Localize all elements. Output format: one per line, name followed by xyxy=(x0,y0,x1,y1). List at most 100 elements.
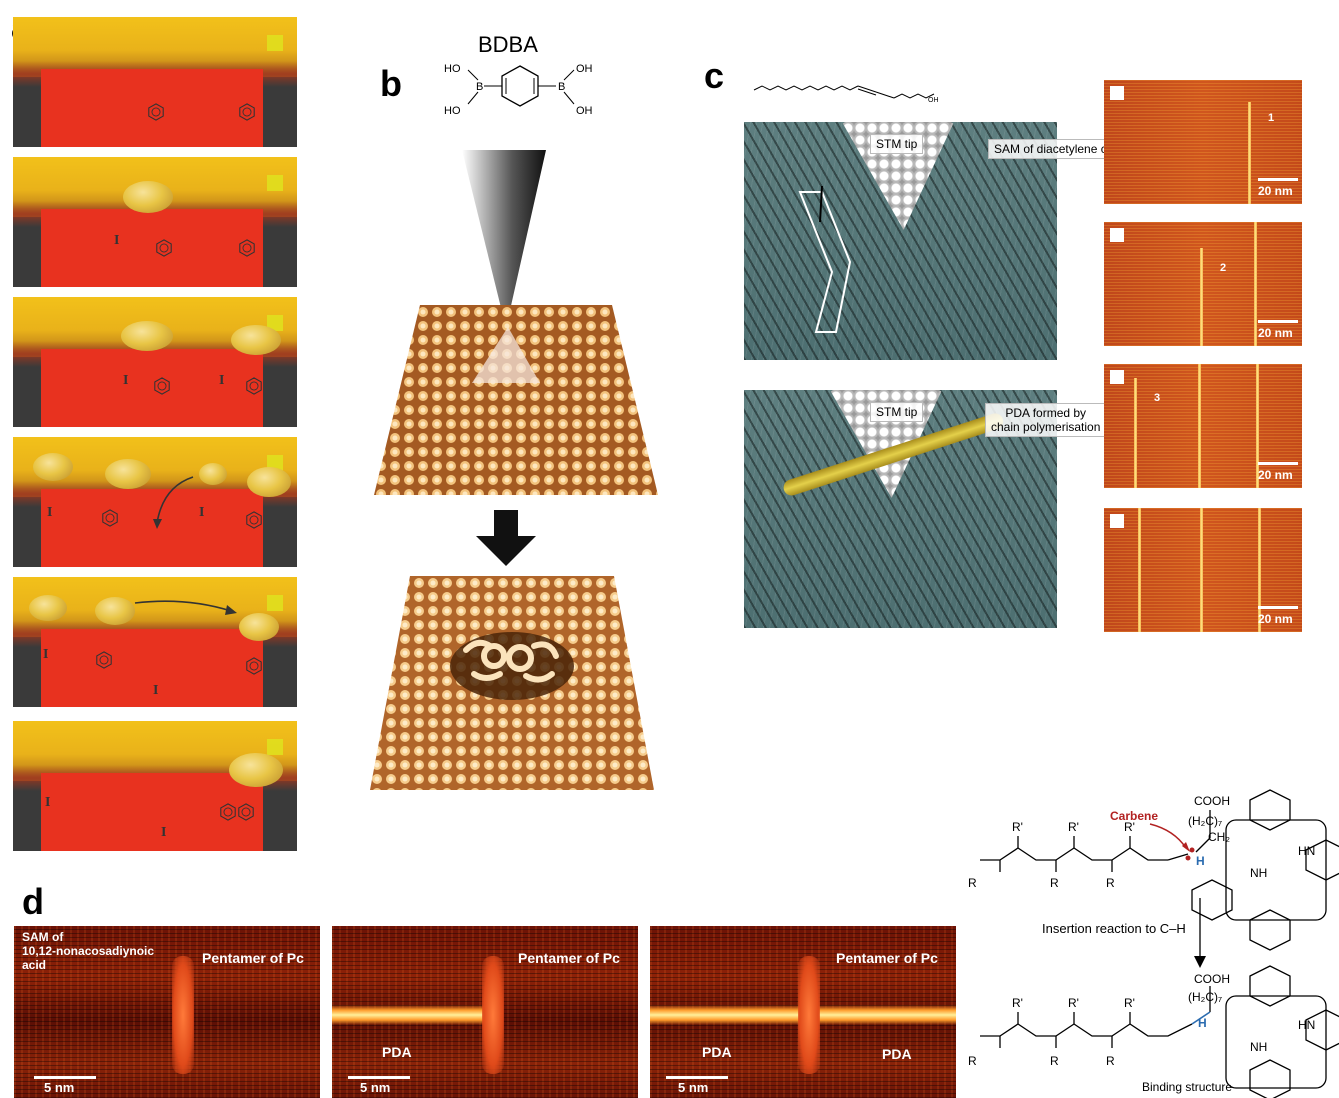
hn-label-top: HN xyxy=(1298,844,1316,858)
afm-marker-3: 3 xyxy=(1154,392,1161,404)
adatom-blob xyxy=(247,467,291,497)
benzene-icon xyxy=(239,103,255,121)
bdba-structure: B B HO HO OH OH xyxy=(444,63,593,117)
panel-a-frame-2: I xyxy=(13,157,297,287)
carbene-label: Carbene xyxy=(1110,809,1159,823)
stm-tip-label-bottom: STM tip xyxy=(870,402,924,422)
rprime-label-1: R' xyxy=(1012,820,1023,834)
stm-tip-cone xyxy=(462,150,546,328)
adatom-blob xyxy=(121,321,173,351)
nh-label-bottom: NH xyxy=(1250,1040,1268,1054)
pda-label: PDA formed by chain polymerisation xyxy=(985,403,1107,437)
panel-a-frame-4: I I xyxy=(13,437,297,567)
rprime-label-2: R' xyxy=(1068,820,1079,834)
iodine-marker: I xyxy=(161,825,167,840)
pda-label-line2: chain polymerisation xyxy=(991,420,1101,434)
stm-d-image-3: Pentamer of Pc PDA PDA 5 nm xyxy=(650,926,956,1098)
binding-structure-label: Binding structure xyxy=(1142,1080,1233,1094)
svg-text:B: B xyxy=(558,81,565,93)
iodine-marker: I xyxy=(47,505,53,520)
afm-image-3: 3 20 nm xyxy=(1104,364,1302,488)
afm-scale-4: 20 nm xyxy=(1258,612,1293,626)
insertion-label: Insertion reaction to C–H xyxy=(1042,921,1186,936)
iodine-marker: I xyxy=(123,373,129,388)
svg-text:B: B xyxy=(476,81,483,93)
adatom-blob xyxy=(105,459,151,489)
adatom-blob xyxy=(123,181,173,213)
iodine-marker: I xyxy=(114,233,120,248)
stm-tip-label-top: STM tip xyxy=(870,134,924,154)
pentamer-label-2: Pentamer of Pc xyxy=(518,950,620,966)
down-arrow-icon xyxy=(476,510,536,566)
diacetylene-molecule: OH xyxy=(753,85,939,104)
benzene-icon xyxy=(154,377,170,395)
hn-label-bottom: HN xyxy=(1298,1018,1316,1032)
cooh-label-bottom: COOH xyxy=(1194,972,1230,986)
benzene-icon xyxy=(246,511,262,529)
afm-image-4: 20 nm xyxy=(1104,508,1302,632)
svg-text:HO: HO xyxy=(444,63,461,75)
h-label-top: H xyxy=(1196,854,1205,868)
afm-marker-2: 2 xyxy=(1220,262,1227,274)
adatom-blob xyxy=(231,325,281,355)
svg-text:OH: OH xyxy=(928,97,939,104)
iodine-marker: I xyxy=(199,505,205,520)
ch2-label-top: CH₂ xyxy=(1208,830,1230,844)
iodine-marker: I xyxy=(219,373,225,388)
molecule-outline xyxy=(798,185,852,333)
adatom-blob xyxy=(239,613,279,641)
sam-of-label: SAM of 10,12-nonacosadiynoic acid xyxy=(22,930,155,972)
panel-a-frame-3: I I xyxy=(13,297,297,427)
rprime-label-5: R' xyxy=(1068,996,1079,1010)
stm-surface-before xyxy=(374,305,658,495)
h2c7-label-bottom: (H₂C)₇ xyxy=(1188,990,1223,1004)
pda-label-d2: PDA xyxy=(382,1044,412,1060)
afm-scale-3: 20 nm xyxy=(1258,468,1293,482)
scale-label-2: 5 nm xyxy=(360,1080,391,1095)
benzene-icon xyxy=(96,651,112,669)
pda-label-d3b: PDA xyxy=(882,1046,912,1062)
panel-a-frame-5: I I xyxy=(13,577,297,707)
pentamer-label-3: Pentamer of Pc xyxy=(836,950,938,966)
adatom-blob xyxy=(95,597,135,625)
adatom-blob xyxy=(33,453,73,481)
benzene-icon xyxy=(102,509,118,527)
r-label-6: R xyxy=(1106,1054,1115,1068)
panel-b-letter: b xyxy=(380,63,402,104)
panel-d-letter: d xyxy=(22,881,44,922)
adatom-blob xyxy=(199,463,227,485)
stm-image-top xyxy=(744,122,1057,360)
iodine-marker: I xyxy=(45,795,51,810)
curved-arrow-icon xyxy=(153,476,194,529)
svg-text:OH: OH xyxy=(576,105,593,117)
r-label-1: R xyxy=(968,876,977,890)
iodine-marker: I xyxy=(153,683,159,698)
afm-image-2: 2 20 nm xyxy=(1104,222,1302,346)
h2c7-label-top: (H₂C)₇ xyxy=(1188,814,1223,828)
r-label-5: R xyxy=(1050,1054,1059,1068)
scale-label-1: 5 nm xyxy=(44,1080,75,1095)
iodine-marker: I xyxy=(43,647,49,662)
benzene-icon xyxy=(246,657,262,675)
benzene-icon xyxy=(239,239,255,257)
benzene-icon xyxy=(220,803,236,821)
panel-a-frame-1 xyxy=(13,17,297,147)
svg-text:HO: HO xyxy=(444,105,461,117)
cooh-label-top: COOH xyxy=(1194,794,1230,808)
rprime-label-3: R' xyxy=(1124,820,1135,834)
reaction-scheme: Carbene COOH (H₂C)₇ CH₂ H R R R R' R' R'… xyxy=(960,780,1339,1098)
stm-d-image-1: SAM of 10,12-nonacosadiynoic acid Pentamer… xyxy=(14,926,320,1098)
benzene-icon xyxy=(238,803,254,821)
afm-scale-2: 20 nm xyxy=(1258,326,1293,340)
straight-arrow-icon xyxy=(134,600,237,615)
svg-text:OH: OH xyxy=(576,63,593,75)
stm-d-image-2: Pentamer of Pc PDA 5 nm xyxy=(332,926,638,1098)
r-label-2: R xyxy=(1050,876,1059,890)
adatom-blob xyxy=(29,595,67,621)
pentamer-label-1: Pentamer of Pc xyxy=(202,950,304,966)
afm-scale-1: 20 nm xyxy=(1258,184,1293,198)
rprime-label-6: R' xyxy=(1124,996,1135,1010)
r-label-3: R xyxy=(1106,876,1115,890)
afm-marker-1: 1 xyxy=(1268,112,1275,124)
bdba-title: BDBA xyxy=(478,32,538,57)
